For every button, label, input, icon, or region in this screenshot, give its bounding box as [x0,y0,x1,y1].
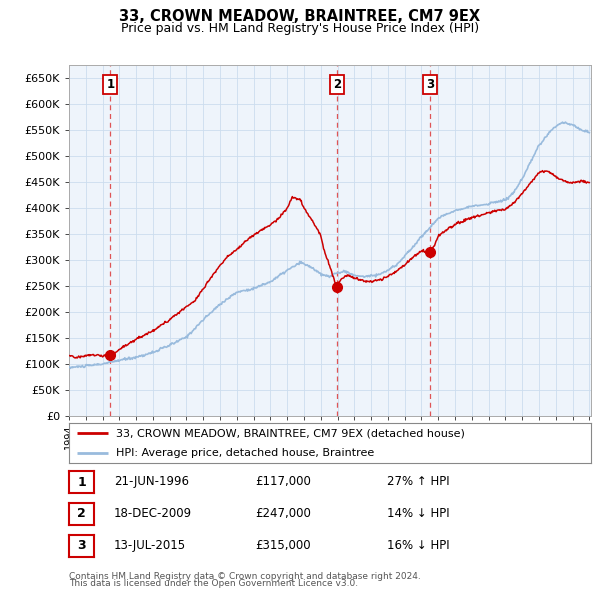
Text: Price paid vs. HM Land Registry's House Price Index (HPI): Price paid vs. HM Land Registry's House … [121,22,479,35]
Text: 18-DEC-2009: 18-DEC-2009 [114,507,192,520]
Text: £315,000: £315,000 [255,539,311,552]
Text: 21-JUN-1996: 21-JUN-1996 [114,475,189,488]
Text: 13-JUL-2015: 13-JUL-2015 [114,539,186,552]
Text: 3: 3 [77,539,86,552]
Text: 2: 2 [333,78,341,91]
Text: 14% ↓ HPI: 14% ↓ HPI [387,507,449,520]
Text: £247,000: £247,000 [255,507,311,520]
Text: 27% ↑ HPI: 27% ↑ HPI [387,475,449,488]
Text: Contains HM Land Registry data © Crown copyright and database right 2024.: Contains HM Land Registry data © Crown c… [69,572,421,581]
Text: This data is licensed under the Open Government Licence v3.0.: This data is licensed under the Open Gov… [69,579,358,588]
Text: 1: 1 [77,476,86,489]
Text: 2: 2 [77,507,86,520]
Text: 16% ↓ HPI: 16% ↓ HPI [387,539,449,552]
Text: HPI: Average price, detached house, Braintree: HPI: Average price, detached house, Brai… [116,448,374,458]
Text: 33, CROWN MEADOW, BRAINTREE, CM7 9EX (detached house): 33, CROWN MEADOW, BRAINTREE, CM7 9EX (de… [116,428,465,438]
Text: 33, CROWN MEADOW, BRAINTREE, CM7 9EX: 33, CROWN MEADOW, BRAINTREE, CM7 9EX [119,9,481,24]
Text: 3: 3 [426,78,434,91]
Text: 1: 1 [106,78,115,91]
Text: £117,000: £117,000 [255,475,311,488]
